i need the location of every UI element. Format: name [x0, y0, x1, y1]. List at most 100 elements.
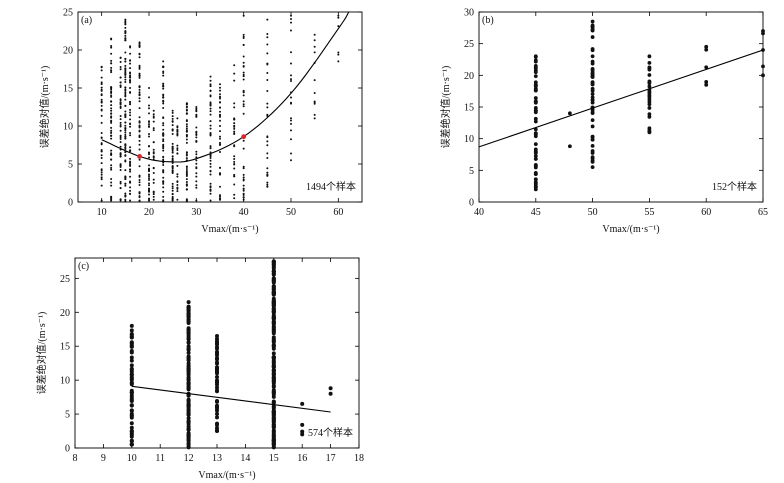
data-point [124, 29, 127, 32]
data-column-13 [215, 334, 219, 434]
data-point [171, 157, 174, 160]
data-point [271, 417, 276, 422]
data-point [148, 182, 150, 185]
data-point [242, 187, 245, 190]
data-point [119, 155, 122, 158]
data-point [590, 80, 595, 85]
x-tick-label: 10 [127, 453, 137, 464]
data-point [124, 51, 127, 54]
y-tick-label: 5 [68, 160, 73, 171]
x-tick-label: 9 [101, 453, 106, 464]
data-point [271, 432, 276, 437]
chart-panel-2: 40 45 50 55 60 65 0 5 10 15 20 25 30 (b) 152个样本 Vmax/(m… [439, 8, 768, 236]
data-point [176, 147, 179, 150]
data-point [176, 132, 179, 135]
data-point [124, 64, 127, 67]
data-point [186, 372, 191, 377]
data-point [110, 107, 113, 110]
data-point [138, 199, 141, 202]
data-point [209, 124, 212, 127]
data-point [148, 173, 150, 176]
data-point [195, 167, 198, 170]
x-tick-label: 8 [73, 453, 78, 464]
data-point [148, 156, 150, 159]
data-point [590, 28, 595, 33]
data-point [761, 73, 765, 78]
data-point [129, 157, 132, 160]
data-point [290, 96, 292, 99]
data-point [209, 89, 212, 92]
data-point [185, 188, 188, 191]
data-point [300, 429, 305, 434]
data-point [129, 62, 132, 65]
data-point [215, 422, 219, 427]
data-point [110, 181, 113, 184]
data-point [219, 166, 221, 169]
data-point [209, 169, 212, 172]
data-point [186, 385, 191, 390]
data-point [761, 64, 765, 69]
data-column-50 [590, 19, 595, 170]
data-point [219, 95, 221, 98]
data-point [129, 163, 132, 166]
x-axis-label: Vmax/(m·s⁻¹) [198, 470, 255, 481]
data-point [533, 150, 538, 155]
data-point [328, 391, 333, 396]
data-point [100, 171, 103, 174]
data-point [533, 180, 538, 185]
data-point [138, 179, 141, 182]
data-point [337, 16, 340, 19]
y-tick-label: 25 [464, 39, 474, 50]
data-point [266, 181, 269, 184]
data-point [162, 163, 165, 166]
data-point [110, 90, 113, 93]
data-point [124, 146, 127, 149]
data-point [290, 78, 292, 81]
data-point [129, 186, 132, 189]
x-tick-label: 13 [212, 453, 222, 464]
data-point [647, 84, 652, 89]
data-point [195, 172, 198, 175]
data-point [124, 68, 127, 71]
data-point [152, 116, 155, 119]
data-point [313, 100, 316, 103]
y-tick-label: 5 [65, 410, 70, 421]
data-point [129, 52, 132, 55]
data-point [209, 159, 212, 162]
data-point [162, 93, 165, 96]
data-point [266, 32, 269, 35]
data-point [209, 162, 212, 165]
data-point [266, 136, 269, 139]
data-point [119, 118, 122, 121]
data-point [129, 363, 134, 368]
data-point [209, 155, 212, 158]
data-point [290, 17, 292, 20]
data-point [129, 103, 132, 106]
data-point [219, 93, 221, 96]
data-point [590, 19, 595, 24]
data-point [242, 198, 245, 201]
data-point [138, 121, 141, 124]
data-point [271, 404, 276, 409]
data-point [162, 132, 165, 135]
data-point [186, 347, 191, 352]
data-point [195, 134, 198, 137]
data-point [215, 389, 219, 394]
data-point [100, 69, 103, 72]
data-point [195, 139, 198, 142]
data-point [119, 121, 122, 124]
data-point [129, 72, 132, 75]
data-point [533, 100, 538, 105]
data-point [119, 134, 122, 137]
x-tick-label: 18 [354, 453, 364, 464]
data-point [129, 395, 134, 400]
data-point [129, 425, 134, 430]
data-point [271, 280, 276, 285]
data-point [647, 90, 652, 95]
data-point [171, 117, 174, 120]
data-point [110, 46, 113, 49]
data-point [233, 193, 236, 196]
data-point [138, 143, 141, 146]
data-point [242, 65, 245, 68]
data-point [152, 129, 155, 132]
